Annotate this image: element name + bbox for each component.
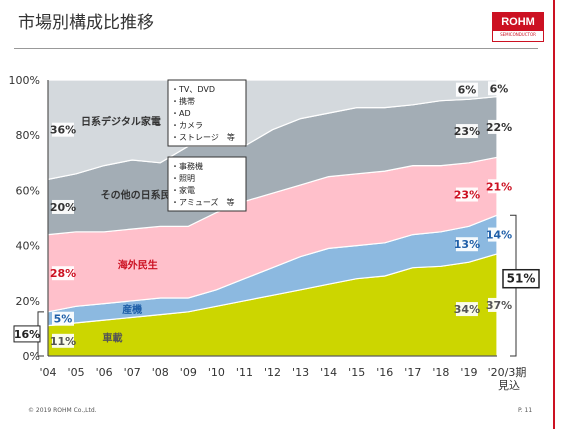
end-value-label-20: 6% [490, 82, 509, 95]
start-value-label-bg [52, 311, 74, 326]
end-value-label-20-bg [488, 179, 510, 194]
end-value-label-20-bg [488, 227, 510, 242]
end-value-label-20-bg [488, 297, 510, 312]
start-value-label: 20% [50, 201, 76, 214]
annotation-other-box [167, 156, 247, 212]
start-value-label-bg [52, 199, 74, 214]
logo-subtext: SEMICONDUCTOR [500, 32, 536, 37]
x-tick-label: '15 [348, 366, 365, 379]
end-value-label-19-bg [455, 82, 478, 97]
end-value-label-20: 37% [486, 299, 512, 312]
end-value-label-20-bg [488, 81, 510, 96]
x-tick-label: '06 [96, 366, 113, 379]
annotation-digital-line: ・携帯 [171, 96, 195, 106]
annotation-digital-box [167, 79, 247, 147]
annotation-digital-line: ・TV、DVD [171, 85, 215, 94]
start-value-label-bg [52, 333, 74, 348]
x-tick-label: '08 [152, 366, 169, 379]
x-tick-label: '04 [39, 366, 56, 379]
x-tick-label: '19 [460, 366, 477, 379]
series-name-label: 日系デジタル家電 [81, 115, 161, 128]
y-tick-label: 80% [16, 129, 40, 142]
bracket-start-box [13, 325, 41, 343]
y-tick-label: 40% [16, 240, 40, 253]
rohm-logo: ROHM SEMICONDUCTOR [492, 12, 544, 42]
start-value-label: 36% [50, 124, 76, 137]
series-name-label: 産機 [122, 303, 142, 316]
x-tick-label: '13 [292, 366, 309, 379]
x-tick-label: '14 [320, 366, 337, 379]
start-value-label-bg [52, 266, 74, 281]
end-value-label-20-bg [488, 119, 510, 134]
start-value-label: 11% [50, 335, 76, 348]
end-value-label-19-bg [455, 124, 478, 139]
x-tick-label: '11 [236, 366, 253, 379]
start-value-label: 5% [54, 313, 73, 326]
start-value-label-bg [52, 122, 74, 137]
x-tick-label: '16 [376, 366, 393, 379]
end-value-label-19: 23% [454, 125, 480, 138]
bracket-end-box [502, 268, 540, 289]
y-tick-label: 20% [16, 295, 40, 308]
end-value-label-20: 21% [486, 180, 512, 193]
y-tick-label: 0% [23, 350, 40, 363]
annotation-other-line: ・家電 [171, 185, 195, 195]
page-number: P. 11 [518, 407, 533, 414]
bracket-end-label: 51% [507, 272, 536, 286]
end-value-label-19-bg [455, 302, 478, 317]
end-value-label-19-bg [455, 237, 478, 252]
x-tick-label: '10 [208, 366, 225, 379]
annotation-other-line: ・アミューズ 等 [171, 197, 234, 207]
start-value-label: 28% [50, 267, 76, 280]
copyright: © 2019 ROHM Co.,Ltd. [28, 407, 97, 414]
end-value-label-19: 34% [454, 303, 480, 316]
series-name-label: 海外民生 [118, 258, 158, 271]
right-accent-bar [553, 0, 555, 429]
end-value-label-19: 23% [454, 189, 480, 202]
x-tick-label: '18 [432, 366, 449, 379]
end-value-label-19: 13% [454, 238, 480, 251]
y-tick-label: 60% [16, 184, 40, 197]
annotation-digital-line: ・カメラ [171, 121, 203, 130]
x-tick-label: '12 [264, 366, 281, 379]
annotation-digital-line: ・ストレージ 等 [171, 132, 235, 142]
page-title: 市場別構成比推移 [18, 13, 154, 33]
x-tick-label: '20/3期 [488, 366, 527, 379]
bracket-start-label: 16% [14, 328, 40, 341]
title-divider [14, 48, 538, 49]
end-value-label-20: 22% [486, 121, 512, 134]
end-value-label-19: 6% [458, 84, 477, 97]
logo-wordmark: ROHM [493, 13, 543, 31]
x-tick-label: '07 [124, 366, 141, 379]
x-tick-label: '09 [180, 366, 197, 379]
annotation-other-line: ・照明 [171, 174, 195, 183]
series-name-label: 車載 [103, 332, 123, 345]
x-tick-label: '05 [68, 366, 85, 379]
end-value-label-20: 14% [486, 229, 512, 242]
annotation-other-line: ・事務機 [171, 161, 203, 171]
series-name-label: その他の日系民生 [101, 189, 181, 202]
y-tick-label: 100% [9, 74, 40, 87]
x-tick-label: '17 [404, 366, 421, 379]
x-tick-label-line2: 見込 [498, 379, 520, 392]
end-value-label-19-bg [455, 187, 478, 202]
annotation-digital-line: ・AD [171, 109, 191, 118]
